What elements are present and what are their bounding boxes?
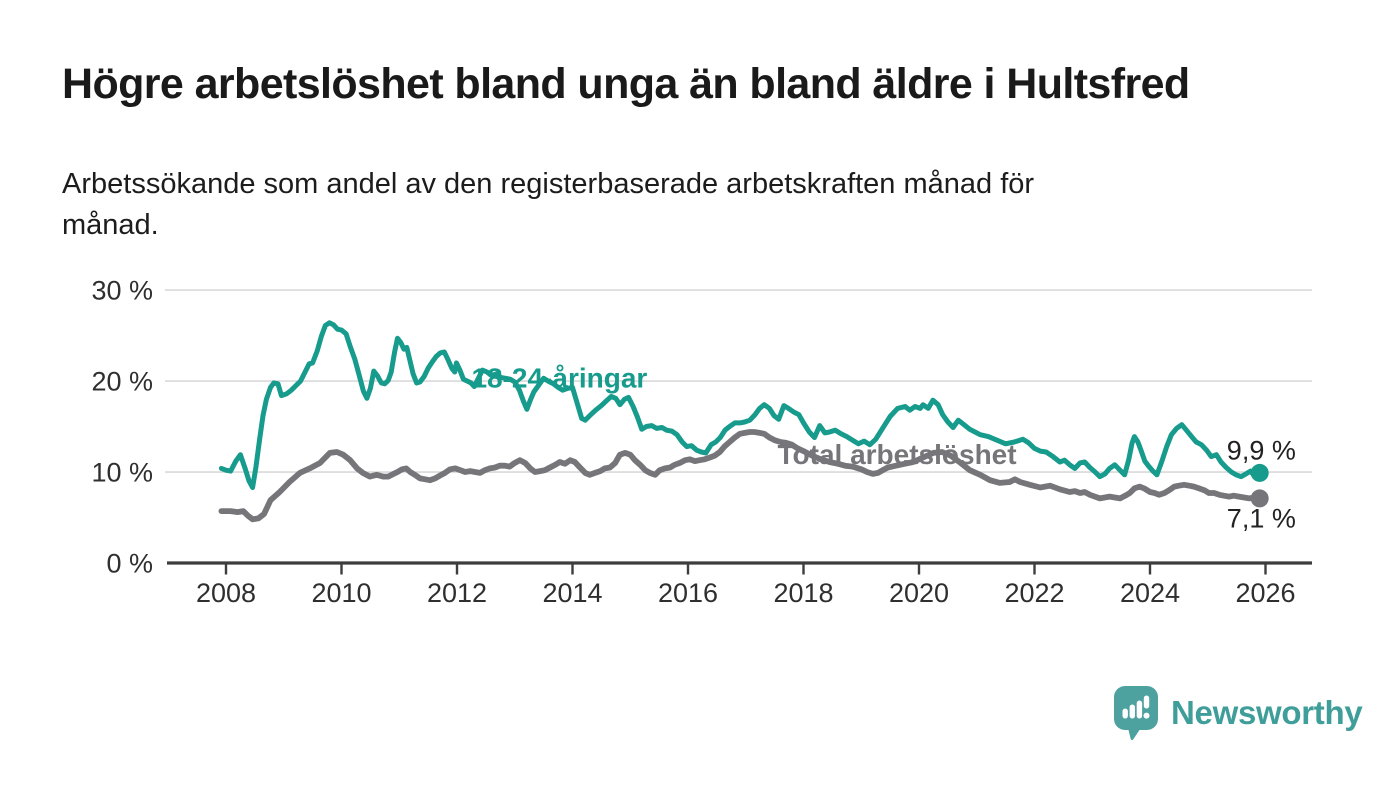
series-label-total: Total arbetslöshet	[778, 439, 1017, 470]
newsworthy-logo-icon	[1114, 686, 1158, 741]
series-line-youth	[218, 320, 1263, 490]
x-tick-label: 2008	[196, 578, 256, 608]
y-tick-label: 30 %	[91, 276, 153, 306]
y-tick-label: 0 %	[106, 549, 153, 579]
end-dot-total	[1250, 489, 1269, 508]
y-tick-label: 20 %	[91, 367, 153, 397]
x-tick-label: 2026	[1235, 578, 1295, 608]
series-label-youth: 18-24-åringar	[471, 362, 647, 393]
x-tick-label: 2012	[427, 578, 487, 608]
x-tick-label: 2018	[773, 578, 833, 608]
x-tick-label: 2020	[889, 578, 949, 608]
newsworthy-logo-text: Newsworthy	[1171, 694, 1363, 731]
x-tick-label: 2010	[311, 578, 371, 608]
x-tick-label: 2022	[1004, 578, 1064, 608]
end-dot-youth	[1250, 463, 1269, 482]
chart-subtitle-line2: månad.	[62, 208, 159, 241]
end-value-label-total: 7,1 %	[1227, 504, 1296, 534]
series-line-total	[218, 429, 1263, 523]
x-tick-label: 2016	[658, 578, 718, 608]
end-value-label-youth: 9,9 %	[1227, 435, 1296, 465]
chart-subtitle: Arbetssökande som andel av den registerb…	[62, 164, 1034, 245]
newsworthy-logo: Newsworthy	[1112, 684, 1363, 741]
x-tick-label: 2014	[542, 578, 602, 608]
chart-subtitle-line1: Arbetssökande som andel av den registerb…	[62, 168, 1035, 200]
x-tick-label: 2024	[1120, 578, 1180, 608]
page-title: Högre arbetslöshet bland unga än bland ä…	[62, 60, 1190, 108]
y-tick-label: 10 %	[91, 458, 153, 488]
